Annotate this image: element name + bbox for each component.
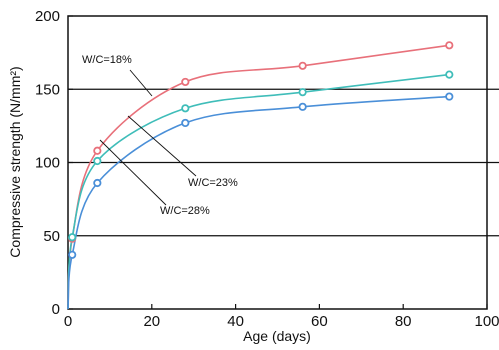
series-label-leader bbox=[127, 115, 197, 177]
y-axis-title: Compressive strength (N/mm²) bbox=[7, 66, 23, 257]
data-point bbox=[445, 41, 454, 50]
data-point bbox=[445, 70, 454, 79]
x-tick-label: 20 bbox=[143, 313, 160, 330]
data-point bbox=[298, 61, 307, 70]
data-point bbox=[298, 102, 307, 111]
data-point bbox=[93, 178, 102, 188]
y-tick-label: 0 bbox=[52, 301, 60, 318]
data-point bbox=[68, 250, 77, 259]
axis-ticks: 0 20 40 60 80 100 0 50 100 150 200 bbox=[35, 8, 499, 330]
series-label: W/C=18% bbox=[82, 54, 132, 66]
data-point bbox=[445, 92, 454, 101]
data-point bbox=[298, 88, 307, 97]
data-point bbox=[93, 146, 102, 155]
data-point bbox=[93, 156, 102, 166]
y-tick-label: 200 bbox=[35, 8, 60, 25]
x-tick-label: 60 bbox=[311, 313, 328, 330]
series-label-leader bbox=[129, 69, 153, 97]
x-axis-title: Age (days) bbox=[243, 328, 311, 344]
x-tick-label: 100 bbox=[474, 313, 499, 330]
right-axis-title: Drying shrinkage (x10⁻⁶) bbox=[496, 101, 499, 255]
x-tick-label: 40 bbox=[227, 313, 244, 330]
series-label: W/C=28% bbox=[160, 205, 210, 217]
series-line-2 bbox=[67, 95, 450, 310]
grid-lines bbox=[68, 88, 499, 237]
y-tick-label: 100 bbox=[35, 155, 60, 172]
series-label-leader bbox=[99, 139, 167, 206]
data-point bbox=[181, 104, 190, 113]
series-line-0 bbox=[67, 44, 450, 310]
x-tick-label: 0 bbox=[64, 313, 72, 330]
y-tick-label: 150 bbox=[35, 81, 60, 98]
data-point bbox=[68, 233, 77, 242]
y-tick-label: 50 bbox=[43, 228, 60, 245]
x-tick-label: 80 bbox=[395, 313, 412, 330]
series-label: W/C=23% bbox=[188, 177, 238, 189]
data-series bbox=[67, 41, 454, 310]
annotations: W/C=18% W/C=23% W/C=28% bbox=[82, 54, 238, 217]
data-point bbox=[181, 77, 190, 87]
data-point bbox=[181, 118, 190, 128]
